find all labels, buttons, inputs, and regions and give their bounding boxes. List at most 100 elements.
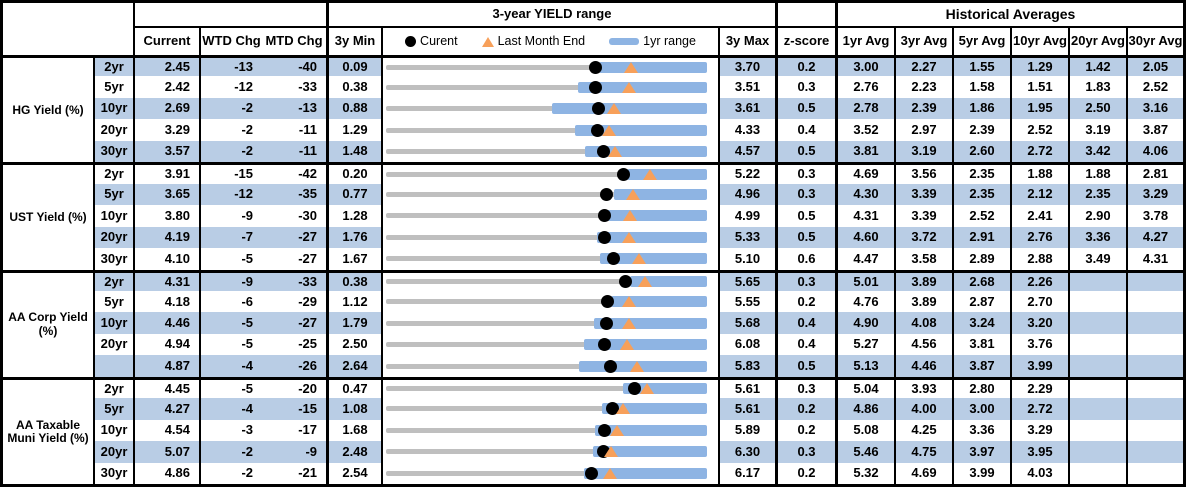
three-year-range-track (386, 363, 707, 369)
avg-5yr-value: 3.81 (952, 333, 1010, 356)
avg-3yr-value: 3.58 (894, 248, 952, 270)
three-year-max-value: 4.33 (718, 119, 775, 141)
avg-20yr-value: 2.35 (1068, 183, 1126, 206)
avg-20yr-value: 1.42 (1068, 55, 1126, 77)
current-dot-icon (405, 36, 417, 47)
three-year-min-value: 0.77 (326, 183, 381, 206)
column-header-20yr-avg: 20yr Avg (1068, 28, 1126, 55)
column-header-10yr-avg: 10yr Avg (1010, 28, 1068, 55)
column-header-5yr-avg: 5yr Avg (952, 28, 1010, 55)
three-year-max-value: 5.33 (718, 226, 775, 249)
range-chart-cell (381, 97, 718, 120)
range-bar-icon (609, 38, 640, 45)
avg-1yr-value: 4.90 (835, 312, 894, 334)
tenor-label: 5yr (93, 290, 133, 313)
wtd-change-value: -4 (199, 355, 262, 377)
z-score-value: 0.3 (775, 76, 835, 98)
avg-1yr-value: 2.78 (835, 97, 894, 120)
avg-3yr-value: 4.00 (894, 398, 952, 420)
group-label: AA Taxable Muni Yield (%) (3, 376, 93, 484)
avg-10yr-value: 3.20 (1010, 312, 1068, 334)
current-value: 4.31 (133, 269, 199, 291)
three-year-min-value: 1.48 (326, 140, 381, 163)
avg-10yr-value: 2.29 (1010, 376, 1068, 399)
current-dot (597, 423, 611, 437)
current-dot (616, 167, 630, 181)
avg-10yr-value: 3.29 (1010, 419, 1068, 442)
avg-3yr-value: 3.19 (894, 140, 952, 163)
current-dot (618, 275, 632, 289)
avg-30yr-value: 4.31 (1126, 248, 1183, 270)
last-month-end-triangle (622, 210, 637, 222)
avg-10yr-value: 4.03 (1010, 462, 1068, 484)
range-chart-cell (381, 290, 718, 313)
last-month-end-triangle (621, 317, 636, 329)
wtd-change-value: -6 (199, 290, 262, 313)
header-empty-corner (3, 3, 133, 55)
current-dot (600, 187, 614, 201)
avg-30yr-value (1126, 376, 1183, 399)
avg-10yr-value: 3.99 (1010, 355, 1068, 377)
avg-20yr-value (1068, 376, 1126, 399)
mtd-change-value: -17 (262, 419, 326, 442)
three-year-max-value: 5.61 (718, 376, 775, 399)
range-chart-cell (381, 398, 718, 420)
three-year-range-track (386, 256, 707, 262)
one-year-range-bar (627, 168, 707, 180)
avg-3yr-value: 4.25 (894, 419, 952, 442)
mtd-change-value: -20 (262, 376, 326, 399)
avg-3yr-value: 2.97 (894, 119, 952, 141)
mtd-change-value: -26 (262, 355, 326, 377)
range-plot (386, 227, 707, 248)
avg-10yr-value: 2.88 (1010, 248, 1068, 270)
tenor-label: 20yr (93, 441, 133, 463)
three-year-min-value: 0.20 (326, 162, 381, 184)
three-year-max-value: 5.61 (718, 398, 775, 420)
range-plot (386, 248, 707, 269)
avg-1yr-value: 4.31 (835, 205, 894, 227)
three-year-max-value: 5.22 (718, 162, 775, 184)
avg-1yr-value: 3.52 (835, 119, 894, 141)
last-month-end-triangle (607, 146, 622, 158)
legend-item-last-month-end: Last Month End (481, 34, 585, 49)
three-year-range-track (386, 106, 707, 112)
mtd-change-value: -21 (262, 462, 326, 484)
z-score-value: 0.5 (775, 205, 835, 227)
three-year-range-track (386, 127, 707, 133)
avg-30yr-value (1126, 312, 1183, 334)
three-year-max-value: 5.89 (718, 419, 775, 442)
range-chart-cell (381, 333, 718, 356)
mtd-change-value: -30 (262, 205, 326, 227)
avg-1yr-value: 5.27 (835, 333, 894, 356)
last-month-end-triangle (615, 403, 630, 415)
avg-30yr-value (1126, 290, 1183, 313)
avg-10yr-value: 1.88 (1010, 162, 1068, 184)
avg-3yr-value: 4.08 (894, 312, 952, 334)
wtd-change-value: -15 (199, 162, 262, 184)
current-dot (603, 359, 617, 373)
avg-20yr-value: 3.49 (1068, 248, 1126, 270)
last-month-end-triangle (624, 61, 639, 73)
three-year-max-value: 6.08 (718, 333, 775, 356)
current-value: 4.87 (133, 355, 199, 377)
wtd-change-value: -2 (199, 119, 262, 141)
chart-legend: Curent Last Month End 1yr range (381, 28, 718, 55)
tenor-label: 2yr (93, 162, 133, 184)
z-score-value: 0.2 (775, 55, 835, 77)
one-year-range-bar (585, 146, 707, 158)
avg-10yr-value: 2.26 (1010, 269, 1068, 291)
current-value: 3.80 (133, 205, 199, 227)
avg-3yr-value: 3.72 (894, 226, 952, 249)
wtd-change-value: -4 (199, 398, 262, 420)
range-chart-cell (381, 162, 718, 184)
tenor-label: 30yr (93, 248, 133, 270)
current-value: 4.19 (133, 226, 199, 249)
z-score-value: 0.3 (775, 183, 835, 206)
one-year-range-bar (599, 61, 707, 73)
legend-label-current: Curent (420, 33, 458, 48)
three-year-range-track (386, 171, 707, 177)
avg-5yr-value: 3.00 (952, 398, 1010, 420)
current-value: 3.29 (133, 119, 199, 141)
range-chart-cell (381, 419, 718, 442)
